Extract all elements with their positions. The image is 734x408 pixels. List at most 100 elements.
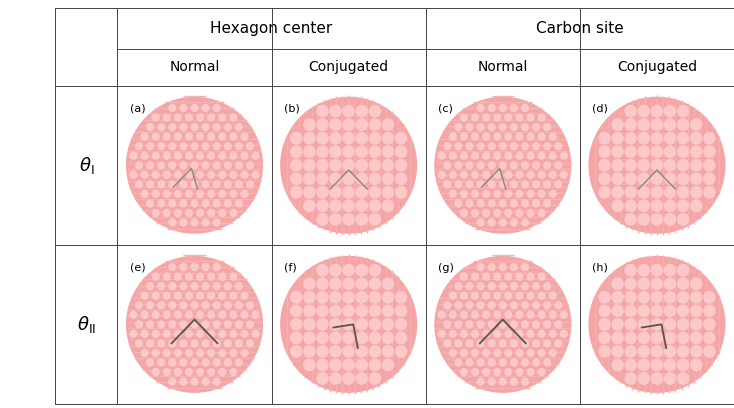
Circle shape	[304, 332, 315, 344]
Circle shape	[612, 305, 623, 317]
Circle shape	[214, 200, 220, 207]
Circle shape	[651, 133, 663, 144]
Circle shape	[499, 302, 506, 309]
Circle shape	[639, 133, 650, 144]
Circle shape	[252, 152, 259, 159]
Circle shape	[136, 321, 142, 328]
Ellipse shape	[435, 98, 570, 233]
Circle shape	[599, 186, 610, 198]
Circle shape	[175, 133, 181, 140]
Circle shape	[356, 186, 367, 198]
Circle shape	[197, 368, 203, 376]
Text: Normal: Normal	[478, 60, 528, 74]
Circle shape	[369, 200, 380, 211]
Circle shape	[356, 105, 367, 117]
Circle shape	[343, 373, 355, 384]
Circle shape	[466, 302, 473, 309]
Circle shape	[499, 181, 506, 188]
Circle shape	[208, 171, 214, 178]
Circle shape	[449, 133, 457, 140]
Circle shape	[516, 209, 523, 217]
Circle shape	[343, 292, 355, 303]
Circle shape	[158, 143, 164, 150]
Circle shape	[141, 330, 148, 337]
Circle shape	[152, 368, 159, 376]
Circle shape	[152, 114, 159, 121]
Circle shape	[499, 264, 506, 271]
Circle shape	[472, 114, 479, 121]
Circle shape	[505, 152, 512, 159]
Circle shape	[197, 171, 203, 178]
Circle shape	[522, 359, 528, 366]
Circle shape	[236, 200, 242, 207]
Circle shape	[449, 191, 457, 197]
Circle shape	[180, 219, 186, 226]
Circle shape	[511, 143, 517, 150]
Circle shape	[483, 311, 490, 318]
Circle shape	[511, 302, 517, 309]
Circle shape	[186, 191, 192, 197]
Circle shape	[639, 200, 650, 211]
Circle shape	[444, 302, 451, 309]
Circle shape	[225, 181, 231, 188]
Circle shape	[516, 330, 523, 337]
Circle shape	[677, 119, 688, 131]
Circle shape	[164, 152, 170, 159]
Circle shape	[304, 278, 315, 290]
Circle shape	[208, 368, 214, 376]
Circle shape	[664, 200, 675, 211]
Circle shape	[304, 186, 315, 198]
Circle shape	[225, 302, 231, 309]
Circle shape	[241, 350, 248, 357]
Circle shape	[396, 173, 407, 184]
Circle shape	[651, 146, 663, 157]
Circle shape	[455, 143, 462, 150]
Circle shape	[449, 311, 457, 318]
Circle shape	[651, 332, 663, 344]
Ellipse shape	[127, 98, 262, 233]
Circle shape	[499, 162, 506, 169]
Circle shape	[472, 209, 479, 217]
Circle shape	[549, 171, 556, 178]
Circle shape	[152, 350, 159, 357]
Circle shape	[472, 171, 479, 178]
Circle shape	[141, 191, 148, 197]
Circle shape	[330, 278, 341, 290]
Circle shape	[141, 311, 148, 318]
Circle shape	[317, 119, 328, 131]
Circle shape	[304, 200, 315, 211]
Circle shape	[460, 368, 468, 376]
Circle shape	[639, 146, 650, 157]
Circle shape	[396, 160, 407, 171]
Circle shape	[136, 143, 142, 150]
Circle shape	[664, 173, 675, 184]
Circle shape	[522, 321, 528, 328]
Circle shape	[466, 162, 473, 169]
Circle shape	[382, 319, 393, 330]
Circle shape	[230, 152, 237, 159]
Circle shape	[291, 346, 302, 357]
Circle shape	[219, 330, 225, 337]
Circle shape	[152, 171, 159, 178]
Circle shape	[544, 321, 550, 328]
Circle shape	[304, 133, 315, 144]
Circle shape	[527, 171, 534, 178]
Circle shape	[291, 160, 302, 171]
Circle shape	[230, 191, 237, 197]
Circle shape	[152, 292, 159, 299]
Circle shape	[477, 162, 484, 169]
Circle shape	[219, 191, 225, 197]
Circle shape	[236, 283, 242, 290]
Circle shape	[677, 105, 688, 117]
Circle shape	[158, 302, 164, 309]
Circle shape	[136, 181, 142, 188]
Circle shape	[639, 359, 650, 370]
Circle shape	[612, 200, 623, 211]
Circle shape	[494, 350, 501, 357]
Circle shape	[612, 319, 623, 330]
Circle shape	[466, 283, 473, 290]
Circle shape	[511, 219, 517, 226]
Circle shape	[612, 292, 623, 303]
Circle shape	[369, 292, 380, 303]
Circle shape	[455, 124, 462, 131]
